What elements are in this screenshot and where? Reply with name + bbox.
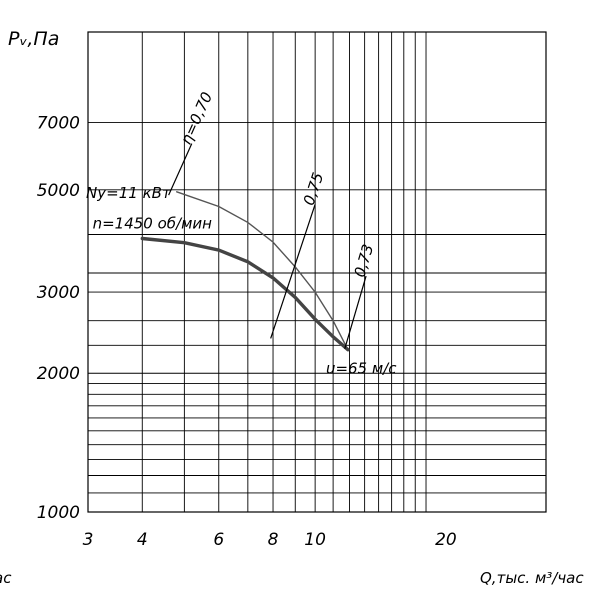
x-tick-label: 4 [137,530,148,550]
curve-annotation: u=65 м/с [326,360,397,378]
grid-layer [88,32,546,512]
x-tick-label: 8 [268,530,279,550]
y-tick-label: 7000 [37,113,80,133]
y-tick-label: 5000 [37,181,80,201]
efficiency-line [270,204,316,339]
x-axis-title-cut-fragment: ас [0,569,12,587]
y-tick-label: 2000 [37,364,80,384]
efficiency-label: 0,75 [300,170,328,207]
x-axis-title: Q,тыс. м³/час [480,569,584,587]
plot-frame [87,31,547,513]
x-tick-label: 10 [304,530,326,550]
curve-annotation: n=1450 об/мин [93,215,213,233]
x-tick-label: 3 [83,530,94,550]
efficiency-line [344,275,367,349]
tick-label-layer: 3 4 6 8 10 20 1000 2000 3000 5000 7000 [37,113,457,550]
y-tick-label: 1000 [37,503,80,523]
y-tick-label: 3000 [37,283,80,303]
x-tick-label: 6 [213,530,224,550]
curve-layer [140,143,367,352]
x-tick-label: 20 [435,530,457,550]
efficiency-label: 0,73 [351,242,378,279]
y-axis-title: Pᵥ,Па [8,28,59,50]
curve-annotation: Ny=11 кВт [86,184,172,202]
pressure-curve [140,236,350,352]
power-curve [176,191,349,351]
annotation-layer: η=0,70 0,75 0,73 Ny=11 кВт n=1450 об/мин u=65… [86,89,397,377]
efficiency-label: η=0,70 [177,89,216,147]
efficiency-line [168,143,193,196]
